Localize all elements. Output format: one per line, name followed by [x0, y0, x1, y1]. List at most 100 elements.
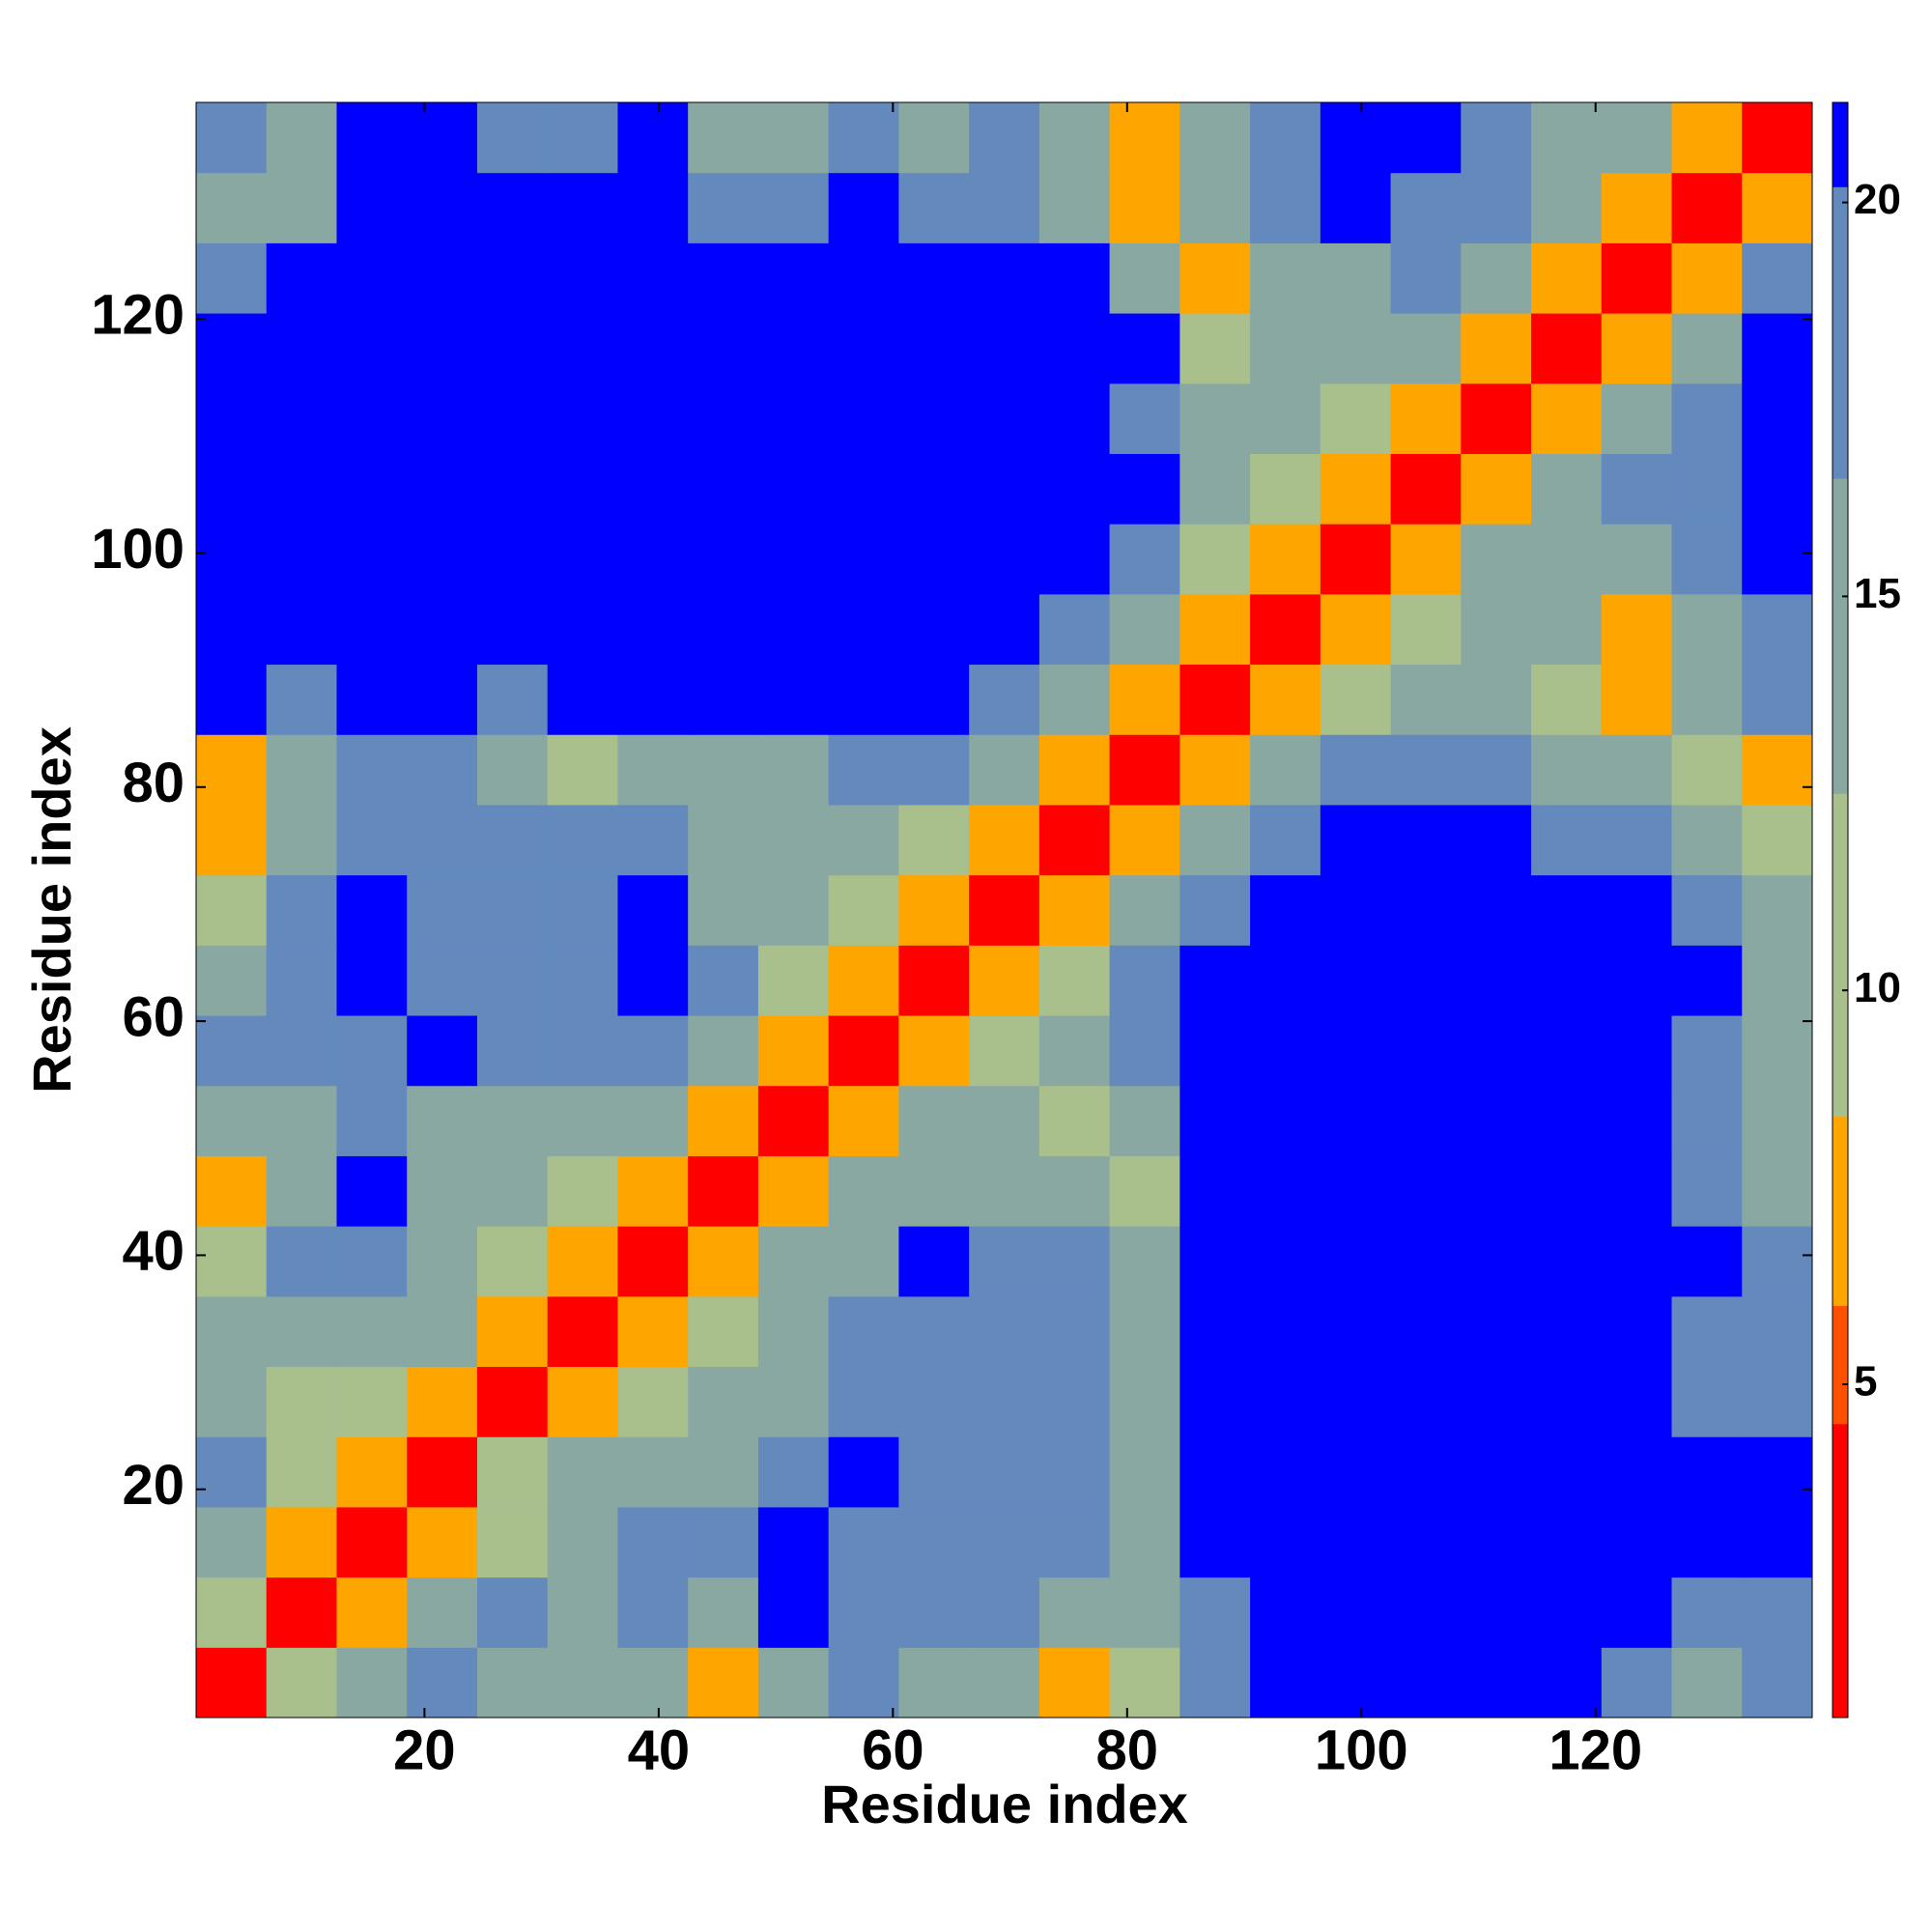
heatmap-cell: [688, 1155, 759, 1227]
heatmap-cell: [407, 1295, 478, 1368]
heatmap-cell: [1250, 1085, 1321, 1156]
heatmap-cell: [828, 1506, 899, 1578]
heatmap-cell: [1742, 945, 1813, 1016]
heatmap-cell: [336, 1155, 408, 1227]
heatmap-cell: [1038, 313, 1111, 384]
heatmap-cell: [1320, 313, 1392, 384]
heatmap-cell: [1390, 1155, 1462, 1227]
heatmap-cell: [969, 1506, 1040, 1578]
heatmap-cell: [1320, 242, 1392, 314]
heatmap-cell: [1038, 1647, 1111, 1719]
heatmap-cell: [1250, 313, 1321, 384]
heatmap-cell: [407, 945, 478, 1016]
heatmap-cell: [407, 664, 478, 735]
heatmap-cell: [1390, 242, 1462, 314]
heatmap-cell: [1320, 593, 1392, 666]
heatmap-cell: [757, 1015, 830, 1087]
heatmap-cell: [1531, 1366, 1603, 1437]
colorbar-band: [1833, 793, 1848, 1118]
heatmap-cell: [266, 1647, 337, 1719]
heatmap-cell: [266, 1155, 337, 1227]
heatmap-cell: [1531, 1577, 1603, 1648]
heatmap-cell: [1320, 1295, 1392, 1368]
heatmap-cell: [969, 242, 1040, 314]
heatmap-cell: [1179, 804, 1251, 876]
heatmap-cell: [1250, 453, 1321, 525]
heatmap-cell: [1531, 664, 1603, 735]
heatmap-cell: [1109, 734, 1180, 806]
heatmap-cell: [969, 172, 1040, 243]
heatmap-cell: [828, 874, 899, 946]
heatmap-cell: [1109, 453, 1180, 525]
heatmap-cell: [336, 874, 408, 946]
heatmap-cell: [1671, 453, 1743, 525]
heatmap-cell: [828, 313, 899, 384]
heatmap-cell: [336, 524, 408, 595]
heatmap-cell: [196, 874, 268, 946]
heatmap-cell: [1461, 1577, 1532, 1648]
heatmap-cell: [1109, 1436, 1180, 1508]
heatmap-cell: [407, 874, 478, 946]
heatmap-cell: [688, 102, 759, 174]
heatmap-cell: [1601, 1226, 1673, 1297]
heatmap-cell: [407, 1647, 478, 1719]
heatmap-cell: [336, 1295, 408, 1368]
heatmap-cell: [336, 804, 408, 876]
heatmap-cell: [1461, 874, 1532, 946]
x-tick-label: 100: [1315, 1719, 1408, 1781]
heatmap-cell: [476, 1366, 549, 1437]
heatmap-cell: [476, 242, 549, 314]
heatmap-cell: [196, 1436, 268, 1508]
heatmap-cell: [1671, 102, 1743, 174]
heatmap-cell: [1742, 734, 1813, 806]
heatmap-cell: [1390, 1295, 1462, 1368]
heatmap-cell: [1390, 593, 1462, 666]
heatmap-cell: [1601, 874, 1673, 946]
heatmap-cell: [1531, 734, 1603, 806]
heatmap-cell: [1250, 102, 1321, 174]
heatmap-cell: [196, 453, 268, 525]
heatmap-cell: [1250, 383, 1321, 454]
heatmap-cell: [1179, 1015, 1251, 1087]
heatmap-cell: [1531, 874, 1603, 946]
heatmap-cell: [266, 593, 337, 666]
heatmap-cell: [1531, 1647, 1603, 1719]
heatmap-cell: [1671, 593, 1743, 666]
heatmap-cell: [1179, 242, 1251, 314]
heatmap-cell: [1179, 1085, 1251, 1156]
heatmap-cell: [1038, 734, 1111, 806]
heatmap-cell: [1671, 1226, 1743, 1297]
heatmap-cell: [196, 383, 268, 454]
heatmap-cell: [1250, 172, 1321, 243]
heatmap-cell: [1742, 874, 1813, 946]
heatmap-cell: [547, 804, 618, 876]
heatmap-cell: [1250, 593, 1321, 666]
heatmap-cell: [1601, 102, 1673, 174]
heatmap-cell: [1320, 1577, 1392, 1648]
heatmap-cell: [828, 1366, 899, 1437]
heatmap-cell: [336, 593, 408, 666]
heatmap-cell: [1531, 453, 1603, 525]
heatmap-cell: [1461, 1647, 1532, 1719]
heatmap-cell: [1179, 383, 1251, 454]
heatmap-cell: [1320, 804, 1392, 876]
colorbar-band: [1833, 1116, 1848, 1306]
heatmap-cell: [1038, 1577, 1111, 1648]
heatmap-cell: [828, 593, 899, 666]
heatmap-cell: [1601, 242, 1673, 314]
heatmap-cell: [196, 1647, 268, 1719]
heatmap-cell: [969, 383, 1040, 454]
heatmap-cell: [1742, 1155, 1813, 1227]
heatmap-cell: [969, 1577, 1040, 1648]
heatmap-cell: [1601, 593, 1673, 666]
heatmap-cell: [1671, 524, 1743, 595]
heatmap-cell: [1531, 1506, 1603, 1578]
heatmap-cell: [407, 1577, 478, 1648]
heatmap-cell: [688, 1015, 759, 1087]
heatmap-cell: [828, 1577, 899, 1648]
heatmap-cell: [617, 1015, 689, 1087]
y-tick-label: 80: [122, 752, 185, 814]
heatmap-cell: [1742, 1366, 1813, 1437]
heatmap-cell: [336, 1366, 408, 1437]
heatmap-cell: [1461, 1366, 1532, 1437]
